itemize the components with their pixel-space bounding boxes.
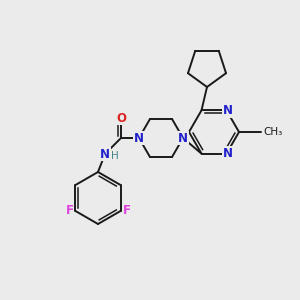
Text: H: H [111, 151, 119, 161]
Text: F: F [65, 205, 74, 218]
Text: CH₃: CH₃ [263, 127, 282, 137]
Text: N: N [100, 148, 110, 160]
Text: F: F [122, 205, 130, 218]
Text: N: N [134, 131, 144, 145]
Text: N: N [178, 131, 188, 145]
Text: N: N [223, 104, 232, 117]
Text: N: N [223, 147, 232, 160]
Text: O: O [116, 112, 126, 124]
